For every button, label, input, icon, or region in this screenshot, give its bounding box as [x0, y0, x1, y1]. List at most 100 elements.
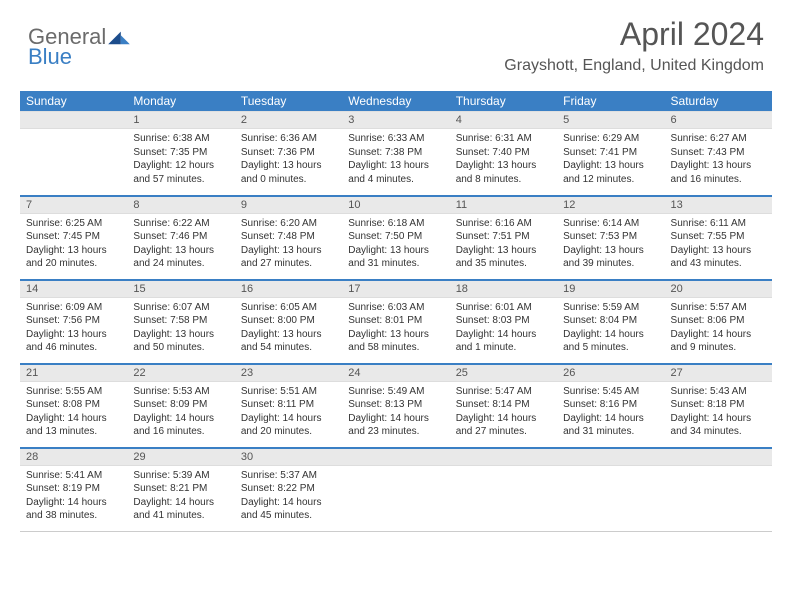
day-details: Sunrise: 5:59 AMSunset: 8:04 PMDaylight:… [557, 298, 664, 359]
sunset-text: Sunset: 8:16 PM [563, 398, 658, 412]
weekday-header: Wednesday [342, 91, 449, 112]
daylight-text: Daylight: 13 hours and 50 minutes. [133, 328, 228, 355]
weekday-header: Friday [557, 91, 664, 112]
calendar-day-cell: 13Sunrise: 6:11 AMSunset: 7:55 PMDayligh… [665, 196, 772, 280]
sunrise-text: Sunrise: 6:27 AM [671, 132, 766, 146]
day-details: Sunrise: 6:09 AMSunset: 7:56 PMDaylight:… [20, 298, 127, 359]
sunset-text: Sunset: 7:38 PM [348, 146, 443, 160]
day-details: Sunrise: 5:51 AMSunset: 8:11 PMDaylight:… [235, 382, 342, 443]
calendar-table: Sunday Monday Tuesday Wednesday Thursday… [20, 91, 772, 532]
day-details: Sunrise: 6:07 AMSunset: 7:58 PMDaylight:… [127, 298, 234, 359]
calendar-week-row: 14Sunrise: 6:09 AMSunset: 7:56 PMDayligh… [20, 280, 772, 364]
sunrise-text: Sunrise: 6:29 AM [563, 132, 658, 146]
weekday-header: Tuesday [235, 91, 342, 112]
sunset-text: Sunset: 8:21 PM [133, 482, 228, 496]
sunset-text: Sunset: 8:18 PM [671, 398, 766, 412]
daylight-text: Daylight: 14 hours and 9 minutes. [671, 328, 766, 355]
calendar-day-cell: 23Sunrise: 5:51 AMSunset: 8:11 PMDayligh… [235, 364, 342, 448]
day-number: 13 [665, 197, 772, 214]
daylight-text: Daylight: 13 hours and 31 minutes. [348, 244, 443, 271]
calendar-week-row: 21Sunrise: 5:55 AMSunset: 8:08 PMDayligh… [20, 364, 772, 448]
day-number: 4 [450, 112, 557, 129]
day-number: 10 [342, 197, 449, 214]
day-number: 12 [557, 197, 664, 214]
sunset-text: Sunset: 7:36 PM [241, 146, 336, 160]
day-number: 11 [450, 197, 557, 214]
calendar-day-cell: 18Sunrise: 6:01 AMSunset: 8:03 PMDayligh… [450, 280, 557, 364]
calendar-day-cell: 16Sunrise: 6:05 AMSunset: 8:00 PMDayligh… [235, 280, 342, 364]
sunrise-text: Sunrise: 6:11 AM [671, 217, 766, 231]
calendar-day-cell [20, 112, 127, 196]
day-details: Sunrise: 5:45 AMSunset: 8:16 PMDaylight:… [557, 382, 664, 443]
day-details: Sunrise: 5:41 AMSunset: 8:19 PMDaylight:… [20, 466, 127, 527]
day-number: 21 [20, 365, 127, 382]
day-details: Sunrise: 6:18 AMSunset: 7:50 PMDaylight:… [342, 214, 449, 275]
day-details: Sunrise: 5:53 AMSunset: 8:09 PMDaylight:… [127, 382, 234, 443]
daylight-text: Daylight: 14 hours and 41 minutes. [133, 496, 228, 523]
calendar-day-cell: 11Sunrise: 6:16 AMSunset: 7:51 PMDayligh… [450, 196, 557, 280]
calendar-day-cell: 25Sunrise: 5:47 AMSunset: 8:14 PMDayligh… [450, 364, 557, 448]
sunrise-text: Sunrise: 6:07 AM [133, 301, 228, 315]
calendar-day-cell: 27Sunrise: 5:43 AMSunset: 8:18 PMDayligh… [665, 364, 772, 448]
day-number: 27 [665, 365, 772, 382]
daylight-text: Daylight: 13 hours and 46 minutes. [26, 328, 121, 355]
sunset-text: Sunset: 8:14 PM [456, 398, 551, 412]
day-details: Sunrise: 6:16 AMSunset: 7:51 PMDaylight:… [450, 214, 557, 275]
calendar-day-cell: 24Sunrise: 5:49 AMSunset: 8:13 PMDayligh… [342, 364, 449, 448]
day-details: Sunrise: 6:36 AMSunset: 7:36 PMDaylight:… [235, 129, 342, 190]
daylight-text: Daylight: 14 hours and 20 minutes. [241, 412, 336, 439]
day-number: 14 [20, 281, 127, 298]
day-details: Sunrise: 6:03 AMSunset: 8:01 PMDaylight:… [342, 298, 449, 359]
day-details: Sunrise: 6:05 AMSunset: 8:00 PMDaylight:… [235, 298, 342, 359]
day-number: 30 [235, 449, 342, 466]
sunset-text: Sunset: 8:11 PM [241, 398, 336, 412]
daylight-text: Daylight: 14 hours and 5 minutes. [563, 328, 658, 355]
calendar-day-cell: 20Sunrise: 5:57 AMSunset: 8:06 PMDayligh… [665, 280, 772, 364]
calendar-day-cell [665, 448, 772, 532]
calendar-day-cell: 14Sunrise: 6:09 AMSunset: 7:56 PMDayligh… [20, 280, 127, 364]
sunset-text: Sunset: 7:51 PM [456, 230, 551, 244]
sunset-text: Sunset: 7:50 PM [348, 230, 443, 244]
calendar-day-cell: 17Sunrise: 6:03 AMSunset: 8:01 PMDayligh… [342, 280, 449, 364]
daylight-text: Daylight: 13 hours and 12 minutes. [563, 159, 658, 186]
weekday-header-row: Sunday Monday Tuesday Wednesday Thursday… [20, 91, 772, 112]
sunset-text: Sunset: 8:09 PM [133, 398, 228, 412]
sunrise-text: Sunrise: 5:57 AM [671, 301, 766, 315]
weekday-header: Thursday [450, 91, 557, 112]
calendar-day-cell: 26Sunrise: 5:45 AMSunset: 8:16 PMDayligh… [557, 364, 664, 448]
sunset-text: Sunset: 7:45 PM [26, 230, 121, 244]
calendar-day-cell: 3Sunrise: 6:33 AMSunset: 7:38 PMDaylight… [342, 112, 449, 196]
day-number: 1 [127, 112, 234, 129]
day-number [450, 449, 557, 466]
sunrise-text: Sunrise: 6:01 AM [456, 301, 551, 315]
sunrise-text: Sunrise: 6:33 AM [348, 132, 443, 146]
calendar-week-row: 7Sunrise: 6:25 AMSunset: 7:45 PMDaylight… [20, 196, 772, 280]
day-number: 19 [557, 281, 664, 298]
sunrise-text: Sunrise: 6:05 AM [241, 301, 336, 315]
sunset-text: Sunset: 8:19 PM [26, 482, 121, 496]
sunrise-text: Sunrise: 6:14 AM [563, 217, 658, 231]
sunset-text: Sunset: 8:00 PM [241, 314, 336, 328]
sunset-text: Sunset: 8:08 PM [26, 398, 121, 412]
sunset-text: Sunset: 8:03 PM [456, 314, 551, 328]
weekday-header: Monday [127, 91, 234, 112]
day-details: Sunrise: 6:25 AMSunset: 7:45 PMDaylight:… [20, 214, 127, 275]
sunrise-text: Sunrise: 6:25 AM [26, 217, 121, 231]
sunset-text: Sunset: 7:55 PM [671, 230, 766, 244]
daylight-text: Daylight: 14 hours and 45 minutes. [241, 496, 336, 523]
day-number: 16 [235, 281, 342, 298]
calendar-week-row: 28Sunrise: 5:41 AMSunset: 8:19 PMDayligh… [20, 448, 772, 532]
title-block: April 2024 Grayshott, England, United Ki… [504, 16, 764, 75]
day-details: Sunrise: 6:01 AMSunset: 8:03 PMDaylight:… [450, 298, 557, 359]
day-details: Sunrise: 6:33 AMSunset: 7:38 PMDaylight:… [342, 129, 449, 190]
sunrise-text: Sunrise: 5:49 AM [348, 385, 443, 399]
day-details: Sunrise: 6:14 AMSunset: 7:53 PMDaylight:… [557, 214, 664, 275]
sunset-text: Sunset: 8:04 PM [563, 314, 658, 328]
day-number [557, 449, 664, 466]
day-number: 24 [342, 365, 449, 382]
calendar-day-cell [557, 448, 664, 532]
sunrise-text: Sunrise: 5:41 AM [26, 469, 121, 483]
sunset-text: Sunset: 7:41 PM [563, 146, 658, 160]
daylight-text: Daylight: 14 hours and 16 minutes. [133, 412, 228, 439]
day-number [342, 449, 449, 466]
